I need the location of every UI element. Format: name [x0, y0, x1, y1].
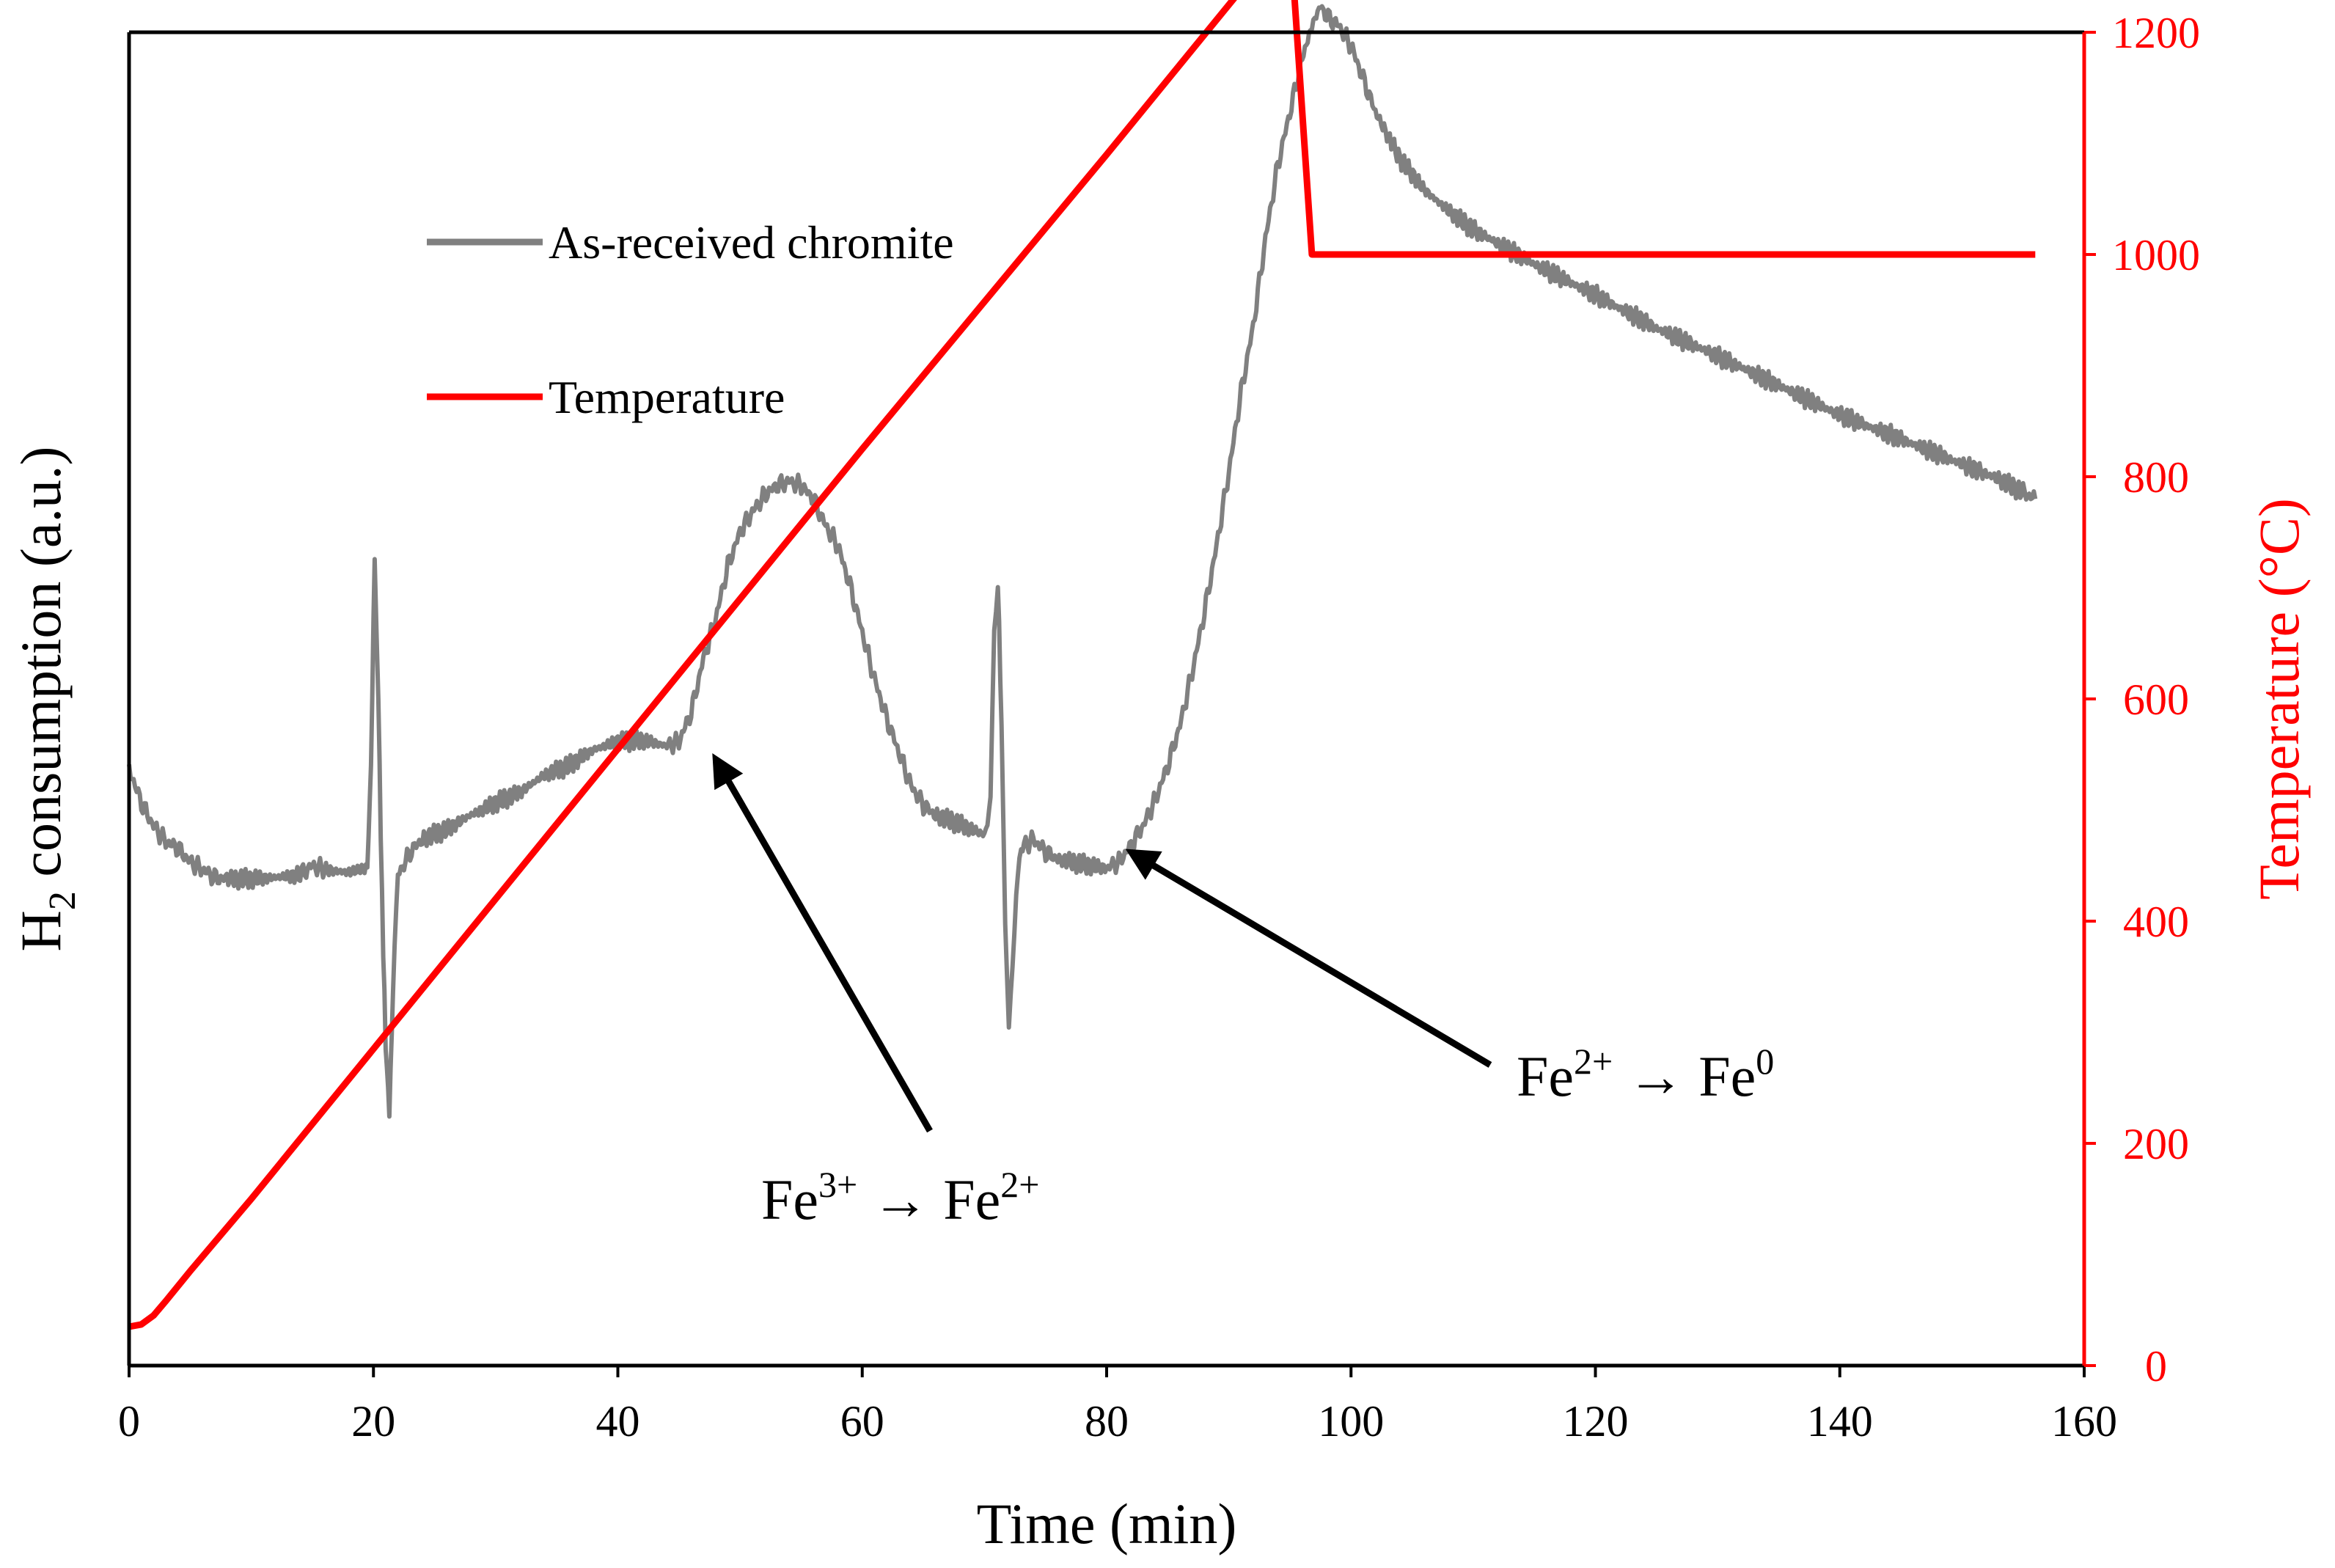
y2-tick-label: 1200	[2112, 9, 2200, 57]
y2-axis-ticks: 0 200 400 600 800 1000 1200	[2084, 9, 2200, 1391]
x-tick-label: 120	[1563, 1397, 1629, 1446]
series-line-h2	[127, 4, 2038, 1119]
y-axis-title-rest: consumption (a.u.)	[9, 447, 73, 892]
legend-label-h2: As-received chromite	[549, 216, 954, 268]
y-axis-title-subscript: 2	[42, 891, 84, 910]
y2-tick-label: 1000	[2112, 231, 2200, 279]
annotation-arrow-1	[1125, 849, 1492, 1068]
x-tick-label: 140	[1807, 1397, 1873, 1446]
legend: As-received chromite Temperature	[427, 216, 954, 423]
y2-tick-label: 200	[2123, 1120, 2189, 1168]
annotation-arrow-0	[712, 753, 933, 1133]
annotation-fe2-fe0: Fe2+ → Fe0	[1517, 1041, 1774, 1108]
x-tick-label: 0	[118, 1397, 140, 1446]
x-axis-title: Time (min)	[977, 1492, 1237, 1556]
series-line-temperature	[128, 0, 2036, 1330]
legend-label-temperature: Temperature	[549, 371, 785, 423]
x-tick-label: 20	[351, 1397, 395, 1446]
x-tick-label: 80	[1085, 1397, 1129, 1446]
y2-tick-label: 400	[2123, 898, 2189, 946]
y2-axis-title: Temperature (°C)	[2247, 498, 2311, 900]
x-axis-ticks: 0 20 40 60 80 100 120 140 160	[118, 1366, 2117, 1446]
y2-tick-label: 600	[2123, 675, 2189, 724]
y2-tick-label: 800	[2123, 453, 2189, 502]
annotation-fe3-fe2: Fe3+ → Fe2+	[761, 1164, 1039, 1231]
annotations: Fe3+ → Fe2+ Fe2+ → Fe0	[712, 753, 1774, 1231]
x-tick-label: 160	[2051, 1397, 2117, 1446]
x-tick-label: 60	[840, 1397, 884, 1446]
x-tick-label: 100	[1318, 1397, 1384, 1446]
y-axis-title: H2 consumption (a.u.)	[9, 447, 84, 952]
x-tick-label: 40	[596, 1397, 640, 1446]
y-axis-title-main: H	[9, 910, 73, 951]
series-layer	[127, 0, 2038, 1330]
y2-tick-label: 0	[2145, 1342, 2167, 1391]
